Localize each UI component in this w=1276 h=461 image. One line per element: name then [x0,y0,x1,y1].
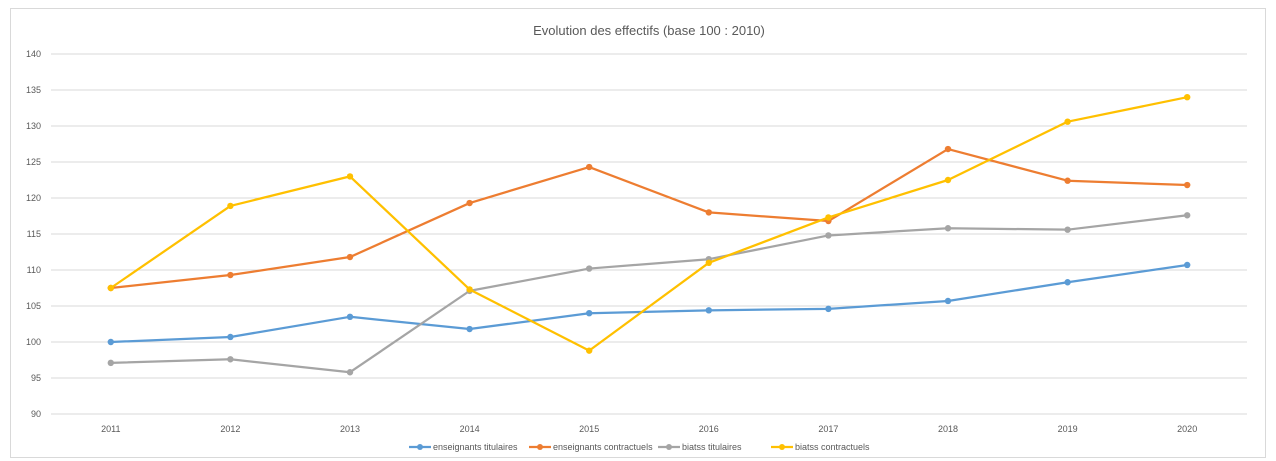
data-point [586,163,593,171]
legend-marker [779,444,785,450]
legend-item: enseignants titulaires [409,442,518,452]
x-axis-ticks: 2011 2012 2013 2014 2015 2016 2017 2018 2019 2020 [101,424,1197,434]
series-enseignants-titulaires [107,261,1191,346]
series-biatss-contractuels [107,94,1191,354]
legend-label: enseignants titulaires [433,442,518,452]
data-point [944,145,952,153]
gridlines [51,53,1247,415]
legend: enseignants titulaires enseignants contra… [409,442,870,452]
y-tick-label: 120 [26,193,41,203]
legend-item: biatss contractuels [771,442,870,452]
data-point [1064,118,1071,125]
data-point [586,347,593,354]
data-point [1064,226,1071,233]
legend-marker [666,444,672,450]
x-tick-label: 2011 [101,424,120,434]
y-tick-label: 100 [26,337,41,347]
legend-label: biatss contractuels [795,442,870,452]
data-point [227,271,234,279]
x-tick-label: 2018 [938,424,958,434]
data-point [586,310,593,317]
y-tick-label: 110 [27,265,41,275]
y-tick-label: 115 [27,229,41,239]
y-tick-label: 135 [26,85,41,95]
y-tick-label: 95 [31,373,41,383]
data-point [227,202,234,210]
y-tick-label: 140 [26,49,41,59]
data-point [1184,261,1191,269]
y-tick-label: 130 [26,121,41,131]
legend-item: biatss titulaires [658,442,742,452]
data-point [944,225,952,232]
data-point [227,356,234,363]
series-enseignants-contractuels [107,145,1191,292]
data-point [227,333,234,341]
y-tick-label: 125 [26,157,41,167]
y-tick-label: 105 [26,301,41,311]
data-point [586,265,593,272]
x-tick-label: 2014 [460,424,480,434]
data-point [466,199,473,207]
legend-marker [417,444,423,450]
data-point [346,369,354,376]
data-point [346,253,354,261]
data-point [1064,177,1071,184]
chart-frame: Evolution des effectifs (base 100 : 2010… [10,8,1266,458]
data-point [1184,94,1191,101]
data-point [944,176,952,184]
series-line [109,147,1189,290]
data-point [825,214,832,221]
series-line [109,214,1189,374]
data-point [107,284,115,292]
legend-label: biatss titulaires [682,442,742,452]
data-point [107,359,115,367]
x-tick-label: 2019 [1058,424,1078,434]
x-tick-label: 2015 [579,424,599,434]
x-tick-label: 2020 [1177,424,1197,434]
data-point [1184,181,1191,189]
data-point [705,307,712,314]
data-point [346,173,354,180]
data-point [944,297,952,305]
data-point [705,209,712,216]
x-tick-label: 2016 [699,424,719,434]
data-point [466,286,473,293]
legend-label: enseignants contractuels [553,442,653,452]
data-point [825,232,832,239]
line-chart: Evolution des effectifs (base 100 : 2010… [26,23,1247,452]
data-point [1064,279,1071,286]
chart-title: Evolution des effectifs (base 100 : 2010… [533,23,765,38]
series-line [109,96,1189,352]
data-point [1184,212,1191,219]
series-line [109,263,1189,344]
legend-item: enseignants contractuels [529,442,653,452]
y-axis-ticks: 90 95 100 105 110 115 120 125 130 135 140 [26,49,41,419]
series-lines [107,94,1191,376]
legend-marker [537,444,543,450]
x-tick-label: 2017 [818,424,838,434]
data-point [705,259,712,266]
data-point [346,313,354,320]
data-point [107,338,115,346]
series-biatss-titulaires [107,212,1191,376]
y-tick-label: 90 [31,409,41,419]
data-point [466,325,473,333]
x-tick-label: 2013 [340,424,360,434]
data-point [825,305,832,313]
x-tick-label: 2012 [220,424,240,434]
